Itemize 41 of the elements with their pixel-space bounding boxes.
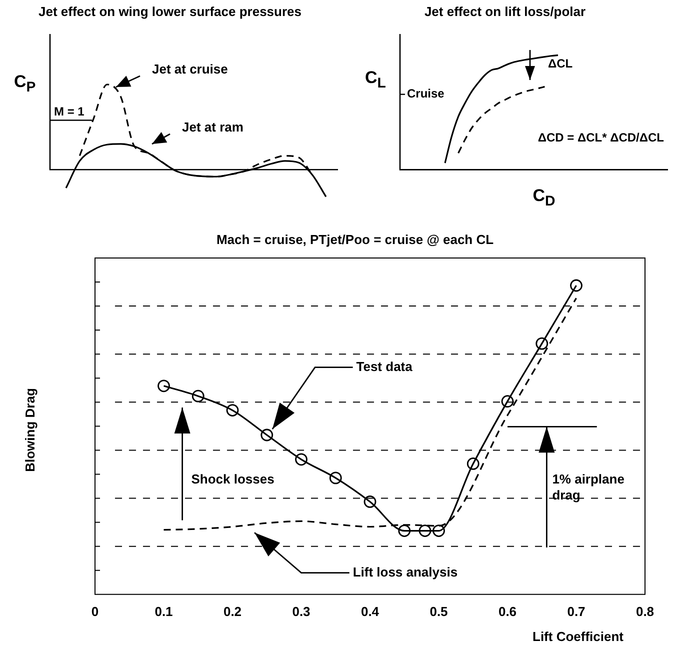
annotation: Cruise: [407, 86, 445, 101]
point: [364, 496, 376, 508]
point: [158, 380, 170, 392]
x-tick-label: 0.6: [498, 604, 517, 619]
x-tick-label: 0: [91, 604, 99, 619]
x-tick-label: 0.8: [636, 604, 654, 619]
y-axis-title: Blowing Drag: [22, 388, 38, 472]
point: [570, 279, 582, 292]
ref-line-label: M = 1: [54, 104, 85, 119]
point: [260, 428, 274, 442]
point: [226, 404, 239, 416]
annotation: Shock losses: [191, 472, 274, 487]
x-tick-label: 0.2: [223, 604, 242, 619]
annotation: 1% airplane drag: [552, 472, 624, 503]
text: Jet at cruise: [152, 62, 228, 77]
annotation: ΔCD = ΔCL* ΔCD/ΔCL: [538, 130, 664, 144]
text: Lift loss analysis: [352, 564, 458, 580]
chart-title: Jet effect on wing lower surface pressures: [38, 4, 302, 19]
point: [398, 524, 411, 537]
y-axis-title: C$_{P}$: [14, 72, 36, 96]
point: [466, 458, 480, 470]
text: Jet at ram: [182, 120, 244, 135]
x-axis-title: C$_{D}$: [532, 186, 556, 210]
chart-title: Jet effect on lift loss/polar: [424, 4, 586, 19]
point: [192, 390, 204, 402]
y-axis-title: C$_{L}$: [365, 68, 386, 92]
point: [536, 337, 548, 350]
x-tick-label: 0.1: [154, 604, 173, 619]
text: Test data: [356, 358, 414, 374]
point: [295, 453, 308, 466]
point: [329, 472, 342, 484]
point: [432, 524, 445, 537]
chart-title: Mach = cruise, PTjet/Poo = cruise @ each CL: [216, 232, 494, 247]
x-axis-title: Lift Coefficient: [532, 629, 624, 644]
annotation: ΔCL: [548, 56, 573, 70]
x-tick-label: 0.7: [567, 604, 586, 619]
x-tick-label: 0.4: [360, 604, 380, 619]
x-tick-label: 0.3: [292, 604, 310, 619]
x-tick-label: 0.5: [430, 604, 448, 619]
point: [501, 395, 514, 408]
point: [418, 524, 432, 537]
